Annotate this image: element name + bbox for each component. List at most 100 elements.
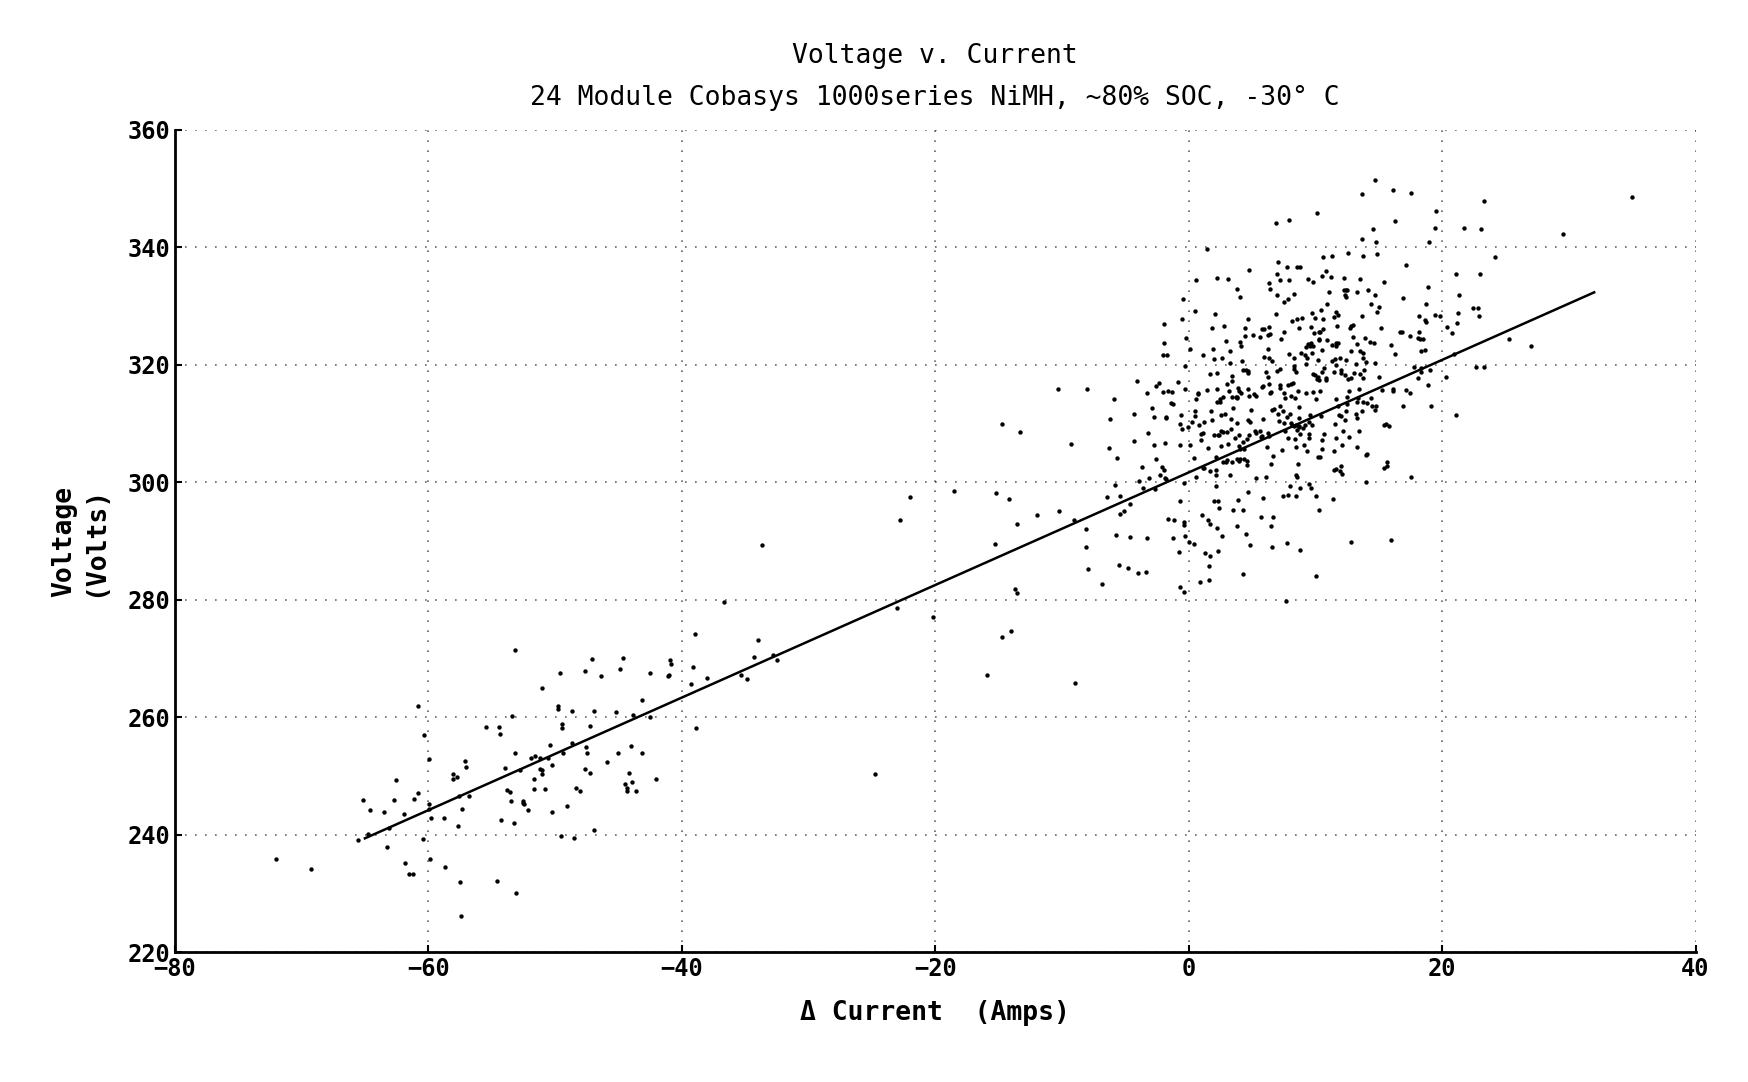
Point <box>1446 287 1474 304</box>
Point <box>1311 263 1339 280</box>
Point <box>1285 398 1313 415</box>
Point <box>1342 335 1370 353</box>
Point <box>1257 401 1285 419</box>
Point <box>1182 391 1210 408</box>
Point <box>1213 374 1241 392</box>
Point <box>409 830 437 847</box>
Point <box>1299 366 1327 383</box>
Point <box>759 647 787 664</box>
Point <box>1407 364 1435 381</box>
Point <box>1185 415 1213 433</box>
Point <box>544 700 572 717</box>
Point <box>682 720 710 737</box>
Point <box>1309 320 1337 338</box>
Point <box>1180 449 1208 466</box>
Point <box>1360 334 1388 352</box>
Point <box>500 744 528 762</box>
Point <box>1330 269 1358 287</box>
Point <box>500 815 528 832</box>
Point <box>1218 399 1246 417</box>
Point <box>1141 480 1169 498</box>
Point <box>1208 406 1236 423</box>
Point <box>1224 517 1252 535</box>
Point <box>1152 435 1180 452</box>
Point <box>1101 476 1129 493</box>
Point <box>636 709 664 726</box>
Point <box>989 415 1017 433</box>
Point <box>1224 414 1252 432</box>
Point <box>1257 384 1285 401</box>
Point <box>1356 295 1384 313</box>
Point <box>1253 438 1281 456</box>
Point <box>1349 248 1377 265</box>
Point <box>1255 274 1283 291</box>
Point <box>862 765 890 782</box>
Point <box>1470 193 1498 210</box>
Point <box>1241 422 1269 439</box>
Point <box>1201 477 1229 494</box>
Point <box>1346 381 1374 398</box>
Point <box>1106 505 1134 523</box>
Point <box>1003 515 1031 532</box>
Point <box>357 801 385 818</box>
Point <box>1227 384 1255 401</box>
Point <box>1276 477 1304 494</box>
Point <box>1358 221 1386 238</box>
Point <box>1332 366 1360 383</box>
Point <box>1517 338 1545 355</box>
Point <box>1348 230 1376 248</box>
Point <box>1283 311 1311 328</box>
Point <box>1199 351 1227 368</box>
Point <box>1440 346 1468 364</box>
Point <box>1248 427 1276 445</box>
Point <box>1306 448 1334 465</box>
Point <box>1332 286 1360 303</box>
Point <box>1213 332 1241 349</box>
Point <box>1292 417 1320 434</box>
Point <box>1311 425 1339 443</box>
Point <box>1306 502 1334 519</box>
Point <box>400 791 428 808</box>
Point <box>549 744 577 762</box>
Point <box>1140 436 1168 453</box>
Point <box>1358 390 1386 407</box>
Point <box>1148 383 1176 400</box>
Point <box>390 805 418 822</box>
Point <box>1280 286 1308 303</box>
Point <box>1283 456 1311 473</box>
Point <box>447 907 475 924</box>
Point <box>414 795 442 813</box>
Point <box>350 791 378 808</box>
Point <box>1197 411 1225 428</box>
Point <box>1253 327 1281 344</box>
Point <box>1266 412 1294 430</box>
Point <box>1339 328 1367 345</box>
Point <box>897 488 925 505</box>
Point <box>549 720 577 737</box>
Point <box>676 675 704 692</box>
Point <box>1281 364 1309 381</box>
Point <box>1241 387 1269 405</box>
Point <box>1252 469 1280 486</box>
Point <box>1304 204 1332 222</box>
Point <box>1348 403 1376 420</box>
Point <box>1390 289 1418 306</box>
Point <box>533 750 561 767</box>
Point <box>1334 370 1362 387</box>
Point <box>1234 262 1262 279</box>
Point <box>1159 383 1187 400</box>
Point <box>1297 479 1325 497</box>
Point <box>1294 335 1321 353</box>
Point <box>1404 329 1432 346</box>
Point <box>1215 382 1243 399</box>
Point <box>1189 460 1217 477</box>
Point <box>1461 358 1489 375</box>
Point <box>1264 253 1292 270</box>
Point <box>1348 185 1376 202</box>
Point <box>1274 428 1302 446</box>
Point <box>1236 537 1264 554</box>
Point <box>1204 426 1232 444</box>
Point <box>1169 474 1197 491</box>
Point <box>411 726 439 743</box>
Point <box>1495 331 1523 348</box>
